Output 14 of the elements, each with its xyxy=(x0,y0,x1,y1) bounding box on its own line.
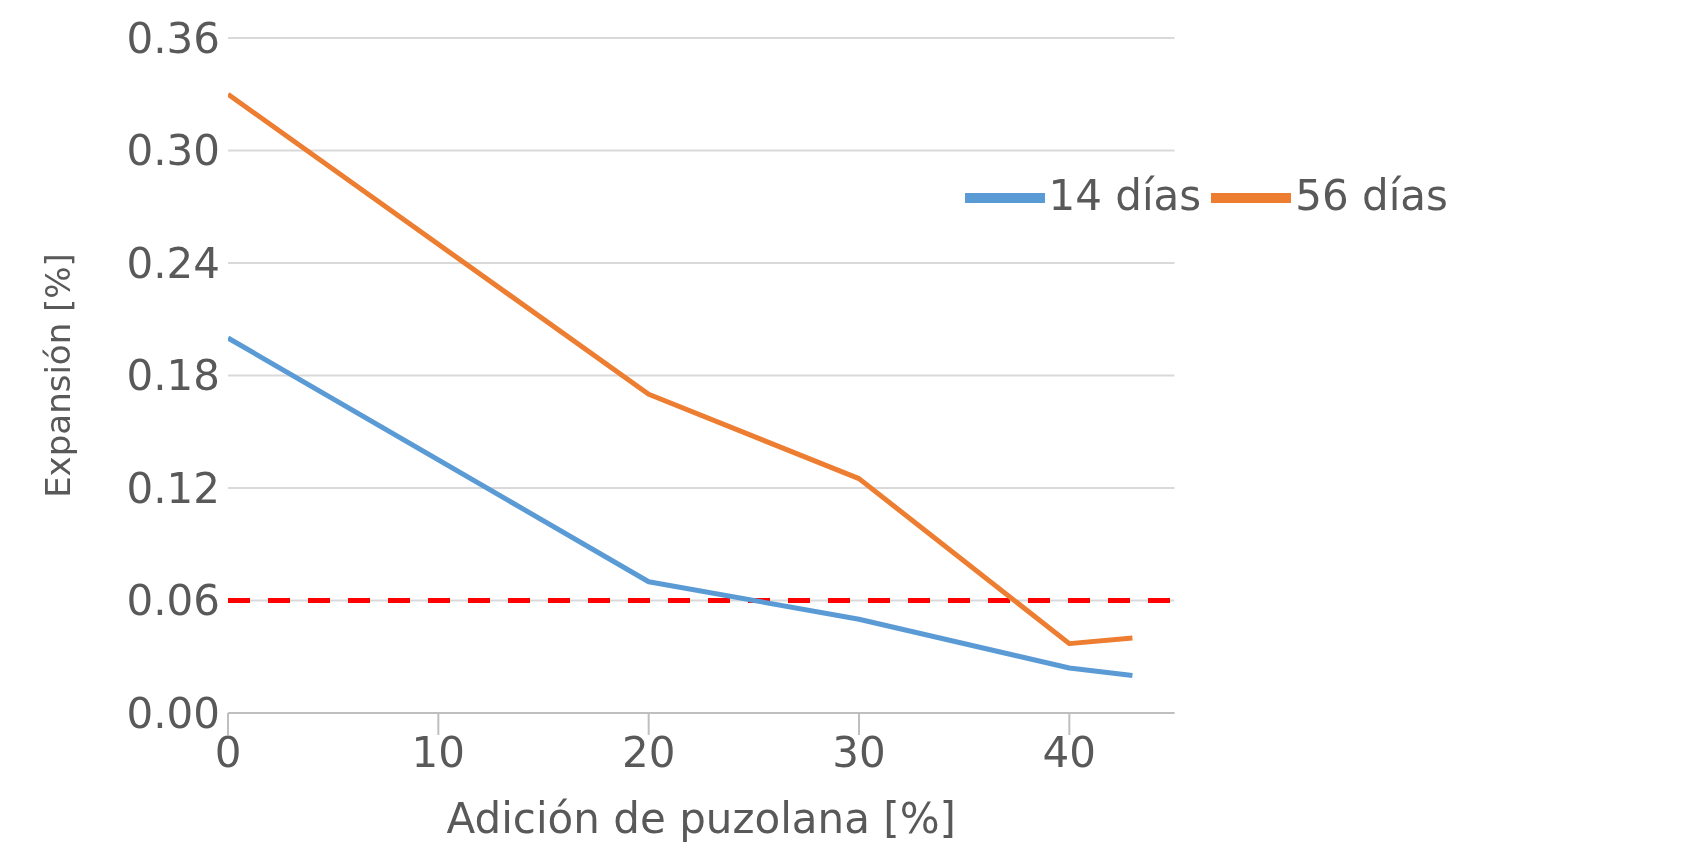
y-tick-label: 0.12 xyxy=(126,463,220,513)
y-tick-label: 0.24 xyxy=(126,238,220,288)
x-tick-label: 20 xyxy=(621,727,676,777)
legend-label: 56 días xyxy=(1295,170,1448,220)
y-tick-label: 0.30 xyxy=(126,126,220,176)
x-tick-label: 40 xyxy=(1042,727,1097,777)
y-axis-title: Expansión [%] xyxy=(38,253,79,498)
y-tick-label: 0.36 xyxy=(126,13,220,63)
x-tick-label: 30 xyxy=(832,727,886,777)
x-tick-label: 10 xyxy=(411,727,466,777)
x-axis-title: Adición de puzolana [%] xyxy=(446,794,956,843)
y-tick-label: 0.06 xyxy=(126,576,220,626)
legend-label: 14 días xyxy=(1048,170,1202,220)
y-tick-label: 0.18 xyxy=(126,351,220,401)
